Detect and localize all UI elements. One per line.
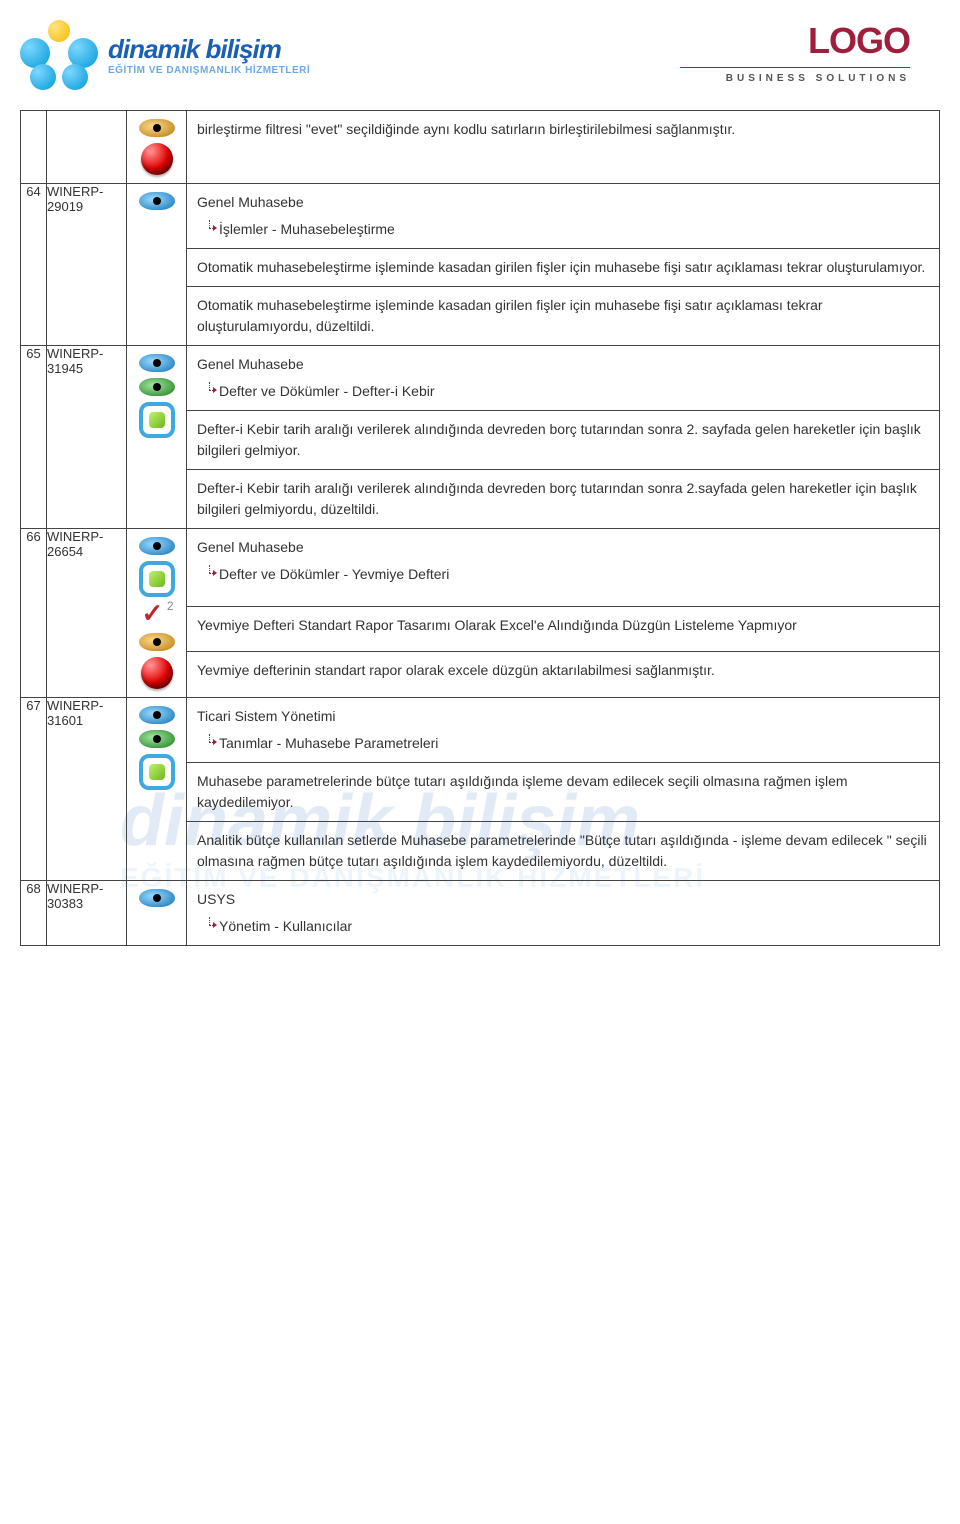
module-title: Genel Muhasebe <box>197 192 929 213</box>
row-id <box>47 111 127 184</box>
row-content: Yevmiye defterinin standart rapor olarak… <box>187 652 940 698</box>
module-subitem-text: Yönetim - Kullanıcılar <box>219 918 352 934</box>
module-subitem: Defter ve Dökümler - Defter-i Kebir <box>207 381 929 402</box>
eye-blue-icon <box>139 706 175 724</box>
row-id: WINERP-26654 <box>47 529 127 698</box>
eye-blue-icon <box>139 537 175 555</box>
row-icons <box>127 111 187 184</box>
row-number: 65 <box>21 346 47 529</box>
eye-yellow-icon <box>139 633 175 651</box>
checkmark-icon <box>142 603 172 627</box>
row-icons <box>127 529 187 698</box>
module-subitem-text: İşlemler - Muhasebeleştirme <box>219 221 395 237</box>
module-title: USYS <box>197 889 929 910</box>
section-text: birleştirme filtresi "evet" seçildiğinde… <box>197 119 929 140</box>
module-title: Genel Muhasebe <box>197 354 929 375</box>
module-subitem: Defter ve Dökümler - Yevmiye Defteri <box>207 564 929 585</box>
module-subitem: İşlemler - Muhasebeleştirme <box>207 219 929 240</box>
page-header: dinamik bilişim EĞİTİM VE DANIŞMANLIK Hİ… <box>0 0 960 100</box>
red-ball-icon <box>141 657 173 689</box>
row-icons <box>127 881 187 946</box>
section-text: Otomatik muhasebeleştirme işleminde kasa… <box>197 257 929 278</box>
row-content: Muhasebe parametrelerinde bütçe tutarı a… <box>187 763 940 822</box>
logo-left-title: dinamik bilişim <box>108 34 310 65</box>
row-number: 66 <box>21 529 47 698</box>
row-content: Yevmiye Defteri Standart Rapor Tasarımı … <box>187 606 940 652</box>
green-square-icon <box>139 754 175 790</box>
module-title: Ticari Sistem Yönetimi <box>197 706 929 727</box>
eye-blue-icon <box>139 889 175 907</box>
eye-green-icon <box>139 730 175 748</box>
section-text: Yevmiye Defteri Standart Rapor Tasarımı … <box>197 615 929 636</box>
module-title: Genel Muhasebe <box>197 537 929 558</box>
row-content: Defter-i Kebir tarih aralığı verilerek a… <box>187 470 940 529</box>
logo-right-sub: BUSINESS SOLUTIONS <box>726 73 910 84</box>
table-row: 68WINERP-30383 USYS Yönetim - Kullanıcılar <box>21 881 940 946</box>
logo-right: LOGO BUSINESS SOLUTIONS <box>680 20 910 84</box>
row-number: 67 <box>21 698 47 881</box>
section-text: Analitik bütçe kullanılan setlerde Muhas… <box>197 830 929 872</box>
module-subitem-text: Defter ve Dökümler - Yevmiye Defteri <box>219 566 449 582</box>
row-icons <box>127 184 187 346</box>
table-row: 66WINERP-26654Genel MuhasebeDefter ve Dö… <box>21 529 940 607</box>
release-notes-table: birleştirme filtresi "evet" seçildiğinde… <box>20 110 940 946</box>
row-id: WINERP-29019 <box>47 184 127 346</box>
module-subitem-text: Tanımlar - Muhasebe Parametreleri <box>219 735 438 751</box>
eye-green-icon <box>139 378 175 396</box>
section-text: Defter-i Kebir tarih aralığı verilerek a… <box>197 478 929 520</box>
row-content: Genel Muhasebe Defter ve Dökümler - Yevmi… <box>187 529 940 607</box>
row-content: birleştirme filtresi "evet" seçildiğinde… <box>187 111 940 184</box>
green-square-icon <box>139 561 175 597</box>
eye-blue-icon <box>139 192 175 210</box>
logo-right-title: LOGO <box>808 20 910 62</box>
logo-left-icon <box>20 20 100 90</box>
table-row: 67WINERP-31601Ticari Sistem YönetimiTanı… <box>21 698 940 763</box>
row-content: Genel Muhasebe İşlemler - Muhasebeleştirm… <box>187 184 940 249</box>
row-number: 68 <box>21 881 47 946</box>
row-icons <box>127 698 187 881</box>
logo-left: dinamik bilişim EĞİTİM VE DANIŞMANLIK Hİ… <box>20 20 310 90</box>
module-subitem: Tanımlar - Muhasebe Parametreleri <box>207 733 929 754</box>
section-text: Yevmiye defterinin standart rapor olarak… <box>197 660 929 681</box>
row-content: Otomatik muhasebeleştirme işleminde kasa… <box>187 249 940 287</box>
eye-yellow-icon <box>139 119 175 137</box>
red-ball-icon <box>141 143 173 175</box>
row-number <box>21 111 47 184</box>
row-id: WINERP-30383 <box>47 881 127 946</box>
table-row: 65WINERP-31945Genel MuhasebeDefter ve Dö… <box>21 346 940 411</box>
row-content: Otomatik muhasebeleştirme işleminde kasa… <box>187 287 940 346</box>
row-id: WINERP-31945 <box>47 346 127 529</box>
row-content: Defter-i Kebir tarih aralığı verilerek a… <box>187 411 940 470</box>
section-text: Otomatik muhasebeleştirme işleminde kasa… <box>197 295 929 337</box>
logo-left-sub: EĞİTİM VE DANIŞMANLIK HİZMETLERİ <box>108 65 310 76</box>
row-content: USYS Yönetim - Kullanıcılar <box>187 881 940 946</box>
row-content: Analitik bütçe kullanılan setlerde Muhas… <box>187 822 940 881</box>
module-subitem: Yönetim - Kullanıcılar <box>207 916 929 937</box>
section-text: Muhasebe parametrelerinde bütçe tutarı a… <box>197 771 929 813</box>
green-square-icon <box>139 402 175 438</box>
row-content: Ticari Sistem Yönetimi Tanımlar - Muhaseb… <box>187 698 940 763</box>
table-row: birleştirme filtresi "evet" seçildiğinde… <box>21 111 940 184</box>
module-subitem-text: Defter ve Dökümler - Defter-i Kebir <box>219 383 435 399</box>
table-row: 64WINERP-29019Genel Muhasebeİşlemler - M… <box>21 184 940 249</box>
row-id: WINERP-31601 <box>47 698 127 881</box>
section-text: Defter-i Kebir tarih aralığı verilerek a… <box>197 419 929 461</box>
row-content: Genel Muhasebe Defter ve Dökümler - Defte… <box>187 346 940 411</box>
eye-blue-icon <box>139 354 175 372</box>
row-number: 64 <box>21 184 47 346</box>
row-icons <box>127 346 187 529</box>
